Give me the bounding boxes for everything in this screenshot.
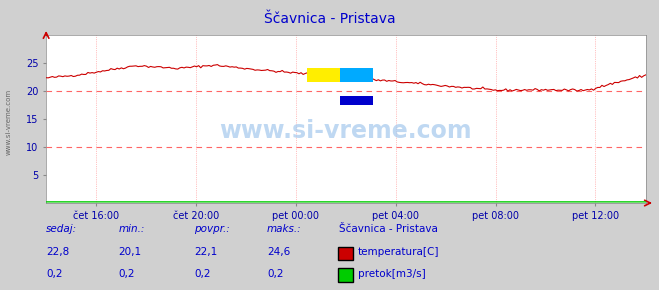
Text: 0,2: 0,2 [267,269,283,279]
Text: 0,2: 0,2 [46,269,63,279]
Text: www.si-vreme.com: www.si-vreme.com [5,89,12,155]
Text: 24,6: 24,6 [267,247,290,257]
Text: Ščavnica - Pristava: Ščavnica - Pristava [339,224,438,234]
Text: 20,1: 20,1 [119,247,142,257]
FancyBboxPatch shape [340,96,373,106]
Text: 22,8: 22,8 [46,247,69,257]
Text: sedaj:: sedaj: [46,224,77,234]
Text: www.si-vreme.com: www.si-vreme.com [219,119,473,143]
Text: 0,2: 0,2 [194,269,211,279]
Text: 0,2: 0,2 [119,269,135,279]
Text: Ščavnica - Pristava: Ščavnica - Pristava [264,12,395,26]
Text: temperatura[C]: temperatura[C] [358,247,440,257]
Text: min.:: min.: [119,224,145,234]
Text: pretok[m3/s]: pretok[m3/s] [358,269,426,279]
FancyBboxPatch shape [340,68,373,82]
Text: povpr.:: povpr.: [194,224,230,234]
Text: 22,1: 22,1 [194,247,217,257]
Text: maks.:: maks.: [267,224,302,234]
FancyBboxPatch shape [307,68,340,82]
